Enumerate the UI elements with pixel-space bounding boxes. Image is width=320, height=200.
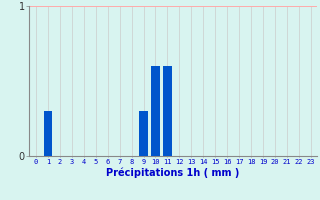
- X-axis label: Précipitations 1h ( mm ): Précipitations 1h ( mm ): [106, 168, 239, 178]
- Bar: [151, 66, 160, 156]
- Bar: [139, 111, 148, 156]
- Bar: [163, 66, 172, 156]
- Bar: [44, 111, 52, 156]
